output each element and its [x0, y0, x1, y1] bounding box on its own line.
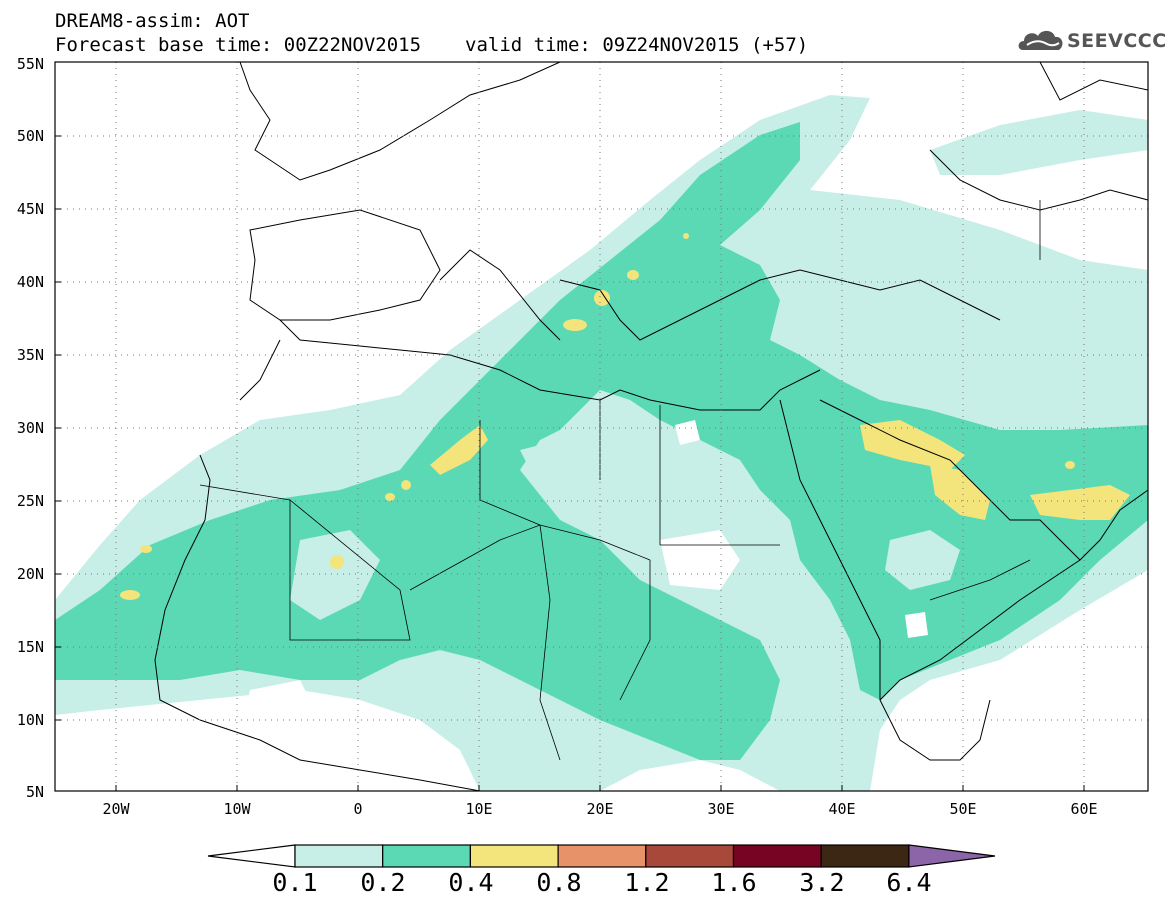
- country-borders: [199, 200, 1041, 761]
- lat-label: 45N: [16, 200, 44, 218]
- lat-label: 35N: [16, 346, 44, 364]
- lat-label: 20N: [16, 565, 44, 583]
- lat-label: 5N: [25, 783, 44, 801]
- lat-label: 40N: [16, 273, 44, 291]
- coastlines: [154, 62, 1148, 791]
- aot-patch-light: [290, 420, 960, 620]
- lon-label: 20E: [586, 800, 614, 818]
- lon-label: 10E: [465, 800, 493, 818]
- axis-ticks: [55, 135, 1085, 791]
- lon-label: 0: [353, 800, 363, 818]
- map-frame: [54, 61, 1149, 792]
- cloud-icon: [1018, 30, 1063, 50]
- lon-label: 50E: [949, 800, 977, 818]
- base-time: Forecast base time: 00Z22NOV2015: [55, 34, 422, 56]
- lon-label: 30E: [707, 800, 735, 818]
- lat-label: 30N: [16, 419, 44, 437]
- lon-label: 60E: [1070, 800, 1098, 818]
- aot-band-0.4: [120, 233, 1130, 600]
- lon-label: 40E: [828, 800, 856, 818]
- lat-label: 10N: [16, 711, 44, 729]
- logo-text: SEEVCCC: [1067, 30, 1165, 52]
- colorbar-label: 1.2: [624, 868, 670, 897]
- lat-label: 25N: [16, 492, 44, 510]
- colorbar-label: 0.2: [360, 868, 406, 897]
- colorbar-label: 0.8: [536, 868, 582, 897]
- lon-label: 20W: [102, 800, 130, 818]
- valid-time: valid time: 09Z24NOV2015 (+57): [465, 34, 809, 56]
- colorbar-label: 3.2: [799, 868, 845, 897]
- map-title: DREAM8-assim: AOT: [55, 10, 250, 32]
- lat-label: 15N: [16, 638, 44, 656]
- colorbar-label: 6.4: [886, 868, 932, 897]
- colorbar-label: 1.6: [711, 868, 757, 897]
- lat-label: 50N: [16, 127, 44, 145]
- colorbar-label: 0.1: [272, 868, 318, 897]
- lon-label: 10W: [223, 800, 251, 818]
- grid-lines: [55, 62, 1148, 791]
- lat-label: 55N: [16, 55, 44, 73]
- time-info: Forecast base time: 00Z22NOV2015 valid ti…: [55, 34, 808, 56]
- colorbar-label: 0.4: [448, 868, 494, 897]
- seevccc-logo: SEEVCCC: [1015, 24, 1165, 58]
